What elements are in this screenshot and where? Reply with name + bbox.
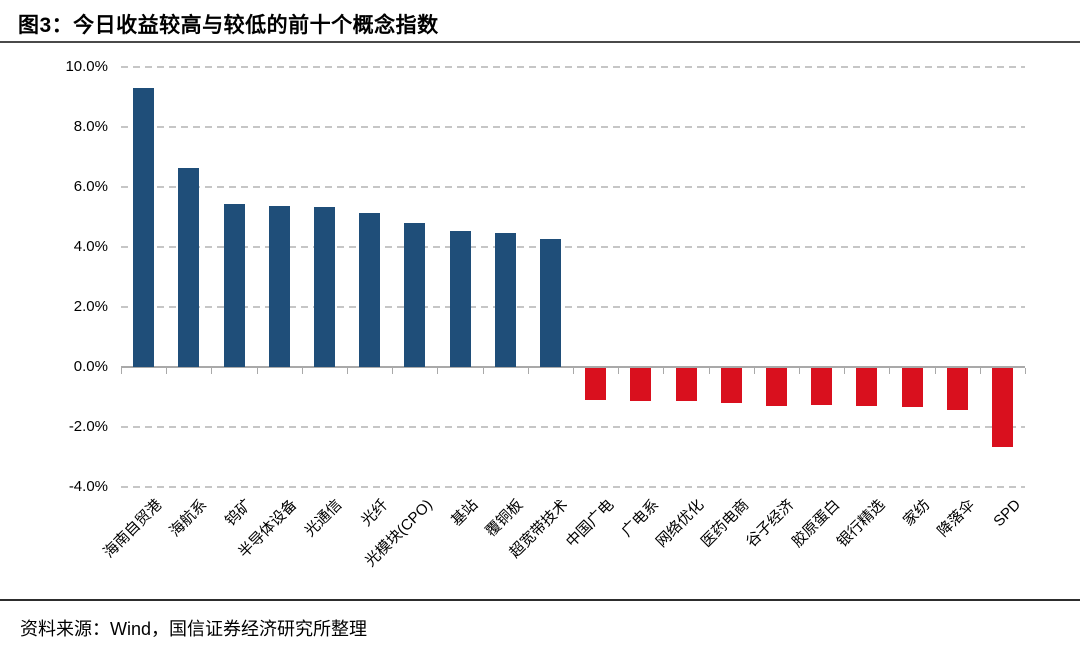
- axis-tick: [121, 368, 122, 374]
- category-label: 医药电商: [698, 496, 753, 551]
- bar-negative: [675, 368, 697, 401]
- category-label: 胶原蛋白: [788, 496, 843, 551]
- axis-tick: [347, 368, 348, 374]
- axis-tick: [753, 368, 755, 374]
- category-label: 海航系: [166, 496, 211, 541]
- axis-tick: [1025, 368, 1026, 374]
- y-tick-label: 6.0%: [73, 178, 108, 195]
- x-axis-line: [121, 366, 1025, 368]
- bar-negative: [946, 368, 968, 410]
- bar-negative: [720, 368, 742, 403]
- gridline: [121, 306, 1025, 308]
- category-label: 光纤: [357, 496, 391, 530]
- category-label: 钨矿: [222, 496, 256, 530]
- gridline: [121, 246, 1025, 248]
- axis-tick: [166, 368, 168, 374]
- y-tick-label: -2.0%: [68, 418, 108, 435]
- bar-positive: [449, 230, 471, 367]
- category-label: 基站: [448, 496, 482, 530]
- y-tick-label: -4.0%: [68, 478, 108, 495]
- figure-title: 图3：今日收益较高与较低的前十个概念指数: [18, 14, 439, 37]
- axis-tick: [392, 368, 394, 374]
- y-tick-label: 0.0%: [73, 358, 108, 375]
- y-tick-label: 4.0%: [73, 238, 108, 255]
- bar-positive: [313, 207, 335, 367]
- gridline: [121, 426, 1025, 428]
- axis-tick: [211, 368, 213, 374]
- axis-tick: [301, 368, 303, 374]
- footer-divider: [0, 599, 1080, 601]
- axis-tick: [618, 368, 620, 374]
- bar-positive: [494, 233, 516, 367]
- bar-positive: [404, 222, 426, 367]
- bar-positive: [539, 239, 561, 367]
- category-label: 海南自贸港: [99, 496, 165, 562]
- axis-tick: [889, 368, 891, 374]
- axis-tick: [663, 368, 665, 374]
- category-label: 降落伞: [934, 496, 979, 541]
- y-tick-label: 10.0%: [65, 58, 108, 75]
- category-label: SPD: [989, 496, 1024, 531]
- axis-tick: [527, 368, 529, 374]
- bar-negative: [585, 368, 607, 400]
- gridline: [121, 126, 1025, 128]
- axis-tick: [799, 368, 800, 374]
- axis-tick: [844, 368, 846, 374]
- bar-negative: [856, 368, 878, 407]
- bar-positive: [268, 206, 290, 367]
- category-label: 光通信: [301, 496, 346, 541]
- axis-tick: [482, 368, 484, 374]
- bar-positive: [359, 213, 381, 367]
- axis-tick: [708, 368, 710, 374]
- y-tick-label: 2.0%: [73, 298, 108, 315]
- category-label: 银行精选: [833, 496, 889, 551]
- axis-tick: [979, 368, 981, 374]
- category-label: 家纺: [900, 496, 934, 530]
- category-label: 谷子经济: [743, 496, 798, 551]
- bar-negative: [901, 368, 923, 407]
- bar-negative: [630, 368, 652, 401]
- bar-positive: [178, 168, 200, 367]
- bar-negative: [765, 368, 787, 407]
- gridline: [121, 66, 1025, 68]
- category-label: 网络优化: [652, 496, 708, 551]
- bar-negative: [991, 368, 1013, 447]
- bar-positive: [133, 88, 155, 367]
- y-tick-label: 8.0%: [73, 118, 108, 135]
- axis-tick: [573, 368, 574, 374]
- axis-tick: [437, 368, 439, 374]
- gridline: [121, 486, 1025, 488]
- axis-tick: [934, 368, 936, 374]
- bar-negative: [811, 368, 833, 405]
- category-label: 广电系: [618, 496, 663, 541]
- gridline: [121, 186, 1025, 188]
- source-note: 资料来源：Wind，国信证券经济研究所整理: [20, 619, 368, 639]
- title-divider: [0, 41, 1080, 43]
- category-label: 中国广电: [562, 496, 617, 551]
- axis-tick: [256, 368, 258, 374]
- bar-positive: [223, 203, 245, 367]
